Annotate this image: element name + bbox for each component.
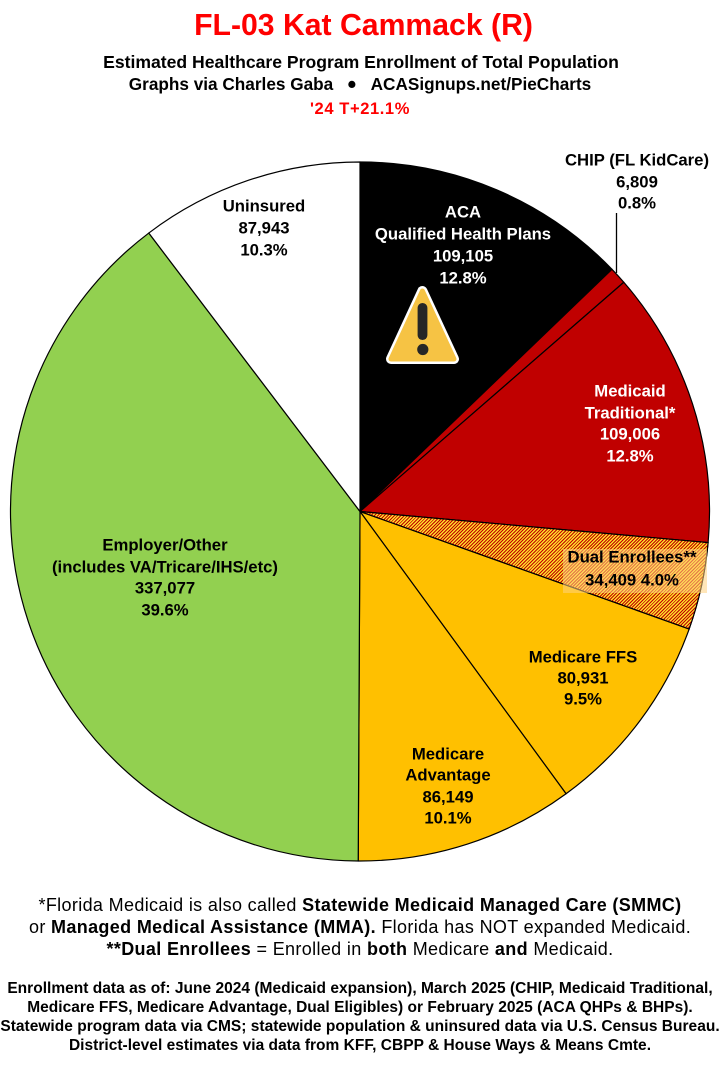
svg-text:Advantage: Advantage: [405, 766, 490, 785]
svg-text:337,077: 337,077: [135, 579, 195, 598]
svg-text:9.5%: 9.5%: [564, 690, 602, 709]
svg-text:39.6%: 39.6%: [141, 601, 188, 620]
svg-text:12.8%: 12.8%: [439, 269, 486, 288]
svg-text:ACA: ACA: [445, 203, 481, 222]
svg-text:CHIP (FL KidCare): CHIP (FL KidCare): [565, 151, 709, 170]
svg-text:(includes VA/Tricare/IHS/etc): (includes VA/Tricare/IHS/etc): [52, 558, 278, 577]
svg-text:6,809: 6,809: [616, 173, 658, 192]
svg-text:80,931: 80,931: [557, 669, 608, 688]
svg-text:109,006: 109,006: [600, 425, 660, 444]
svg-text:0.8%: 0.8%: [618, 194, 656, 213]
svg-text:10.1%: 10.1%: [424, 809, 471, 828]
svg-text:Qualified Health Plans: Qualified Health Plans: [375, 225, 551, 244]
svg-text:10.3%: 10.3%: [240, 241, 287, 260]
svg-text:86,149: 86,149: [422, 788, 473, 807]
svg-text:Medicaid: Medicaid: [594, 382, 665, 401]
svg-text:Dual Enrollees**: Dual Enrollees**: [568, 548, 697, 567]
svg-text:109,105: 109,105: [433, 247, 493, 266]
svg-text:Medicare FFS: Medicare FFS: [529, 648, 638, 667]
svg-text:87,943: 87,943: [238, 219, 289, 238]
svg-text:Uninsured: Uninsured: [223, 197, 306, 216]
svg-text:34,409 4.0%: 34,409 4.0%: [585, 571, 679, 590]
svg-text:Employer/Other: Employer/Other: [102, 536, 228, 555]
svg-text:Traditional*: Traditional*: [585, 404, 676, 423]
svg-text:12.8%: 12.8%: [606, 447, 653, 466]
svg-text:Medicare: Medicare: [412, 745, 484, 764]
